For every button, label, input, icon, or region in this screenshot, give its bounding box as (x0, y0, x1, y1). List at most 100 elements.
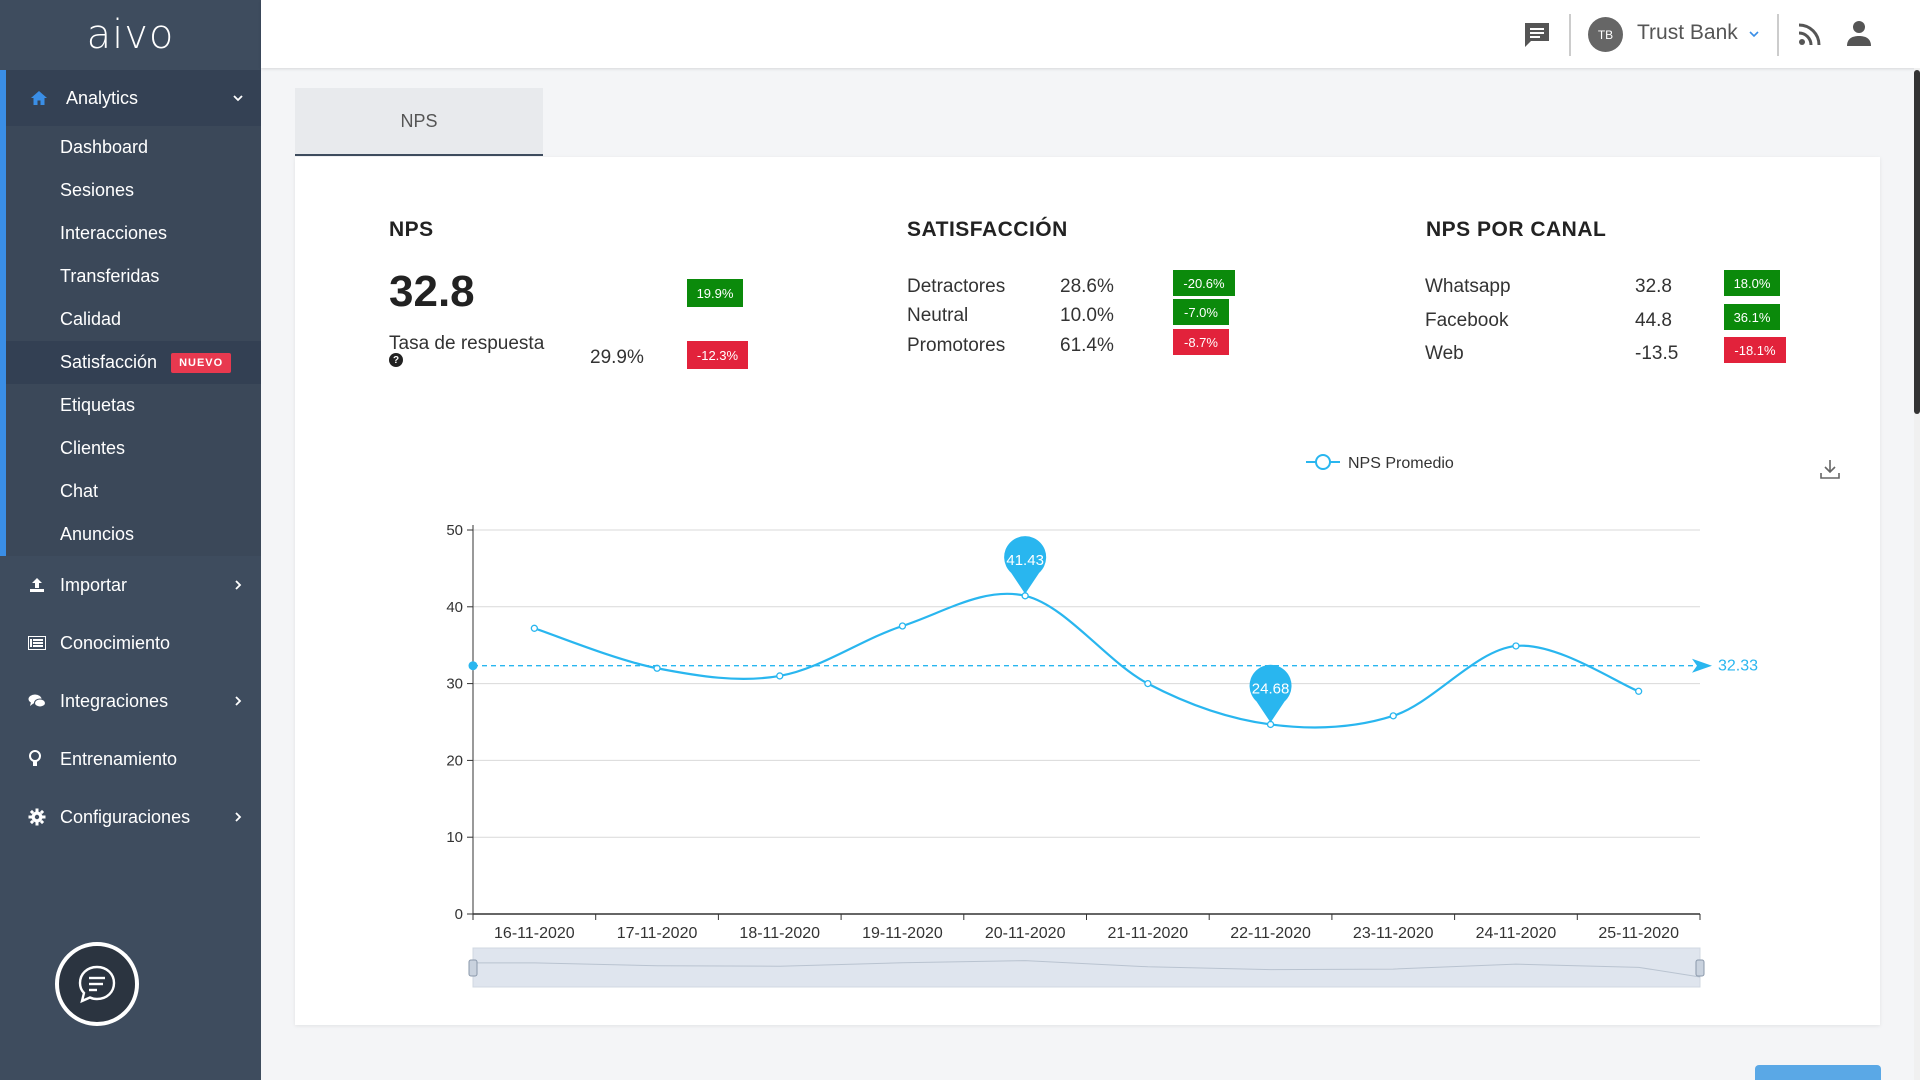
sidebar-item-configuraciones[interactable]: Configuraciones (0, 788, 261, 846)
topbar-divider (1569, 14, 1571, 56)
zoom-handle-left[interactable] (468, 959, 478, 977)
sidebar-item-chat[interactable]: Chat (6, 470, 261, 513)
zoom-handle-right[interactable] (1695, 959, 1705, 977)
satisfaction-row-label: Detractores (907, 276, 1006, 297)
x-tick-label: 25-11-2020 (1598, 925, 1679, 942)
data-zoom-slider[interactable] (472, 947, 1701, 988)
new-badge: NUEVO (171, 352, 232, 373)
rss-feed-icon[interactable] (1798, 22, 1822, 51)
user-profile-icon[interactable] (1845, 19, 1873, 52)
nps-change-badge: 19.9% (687, 279, 743, 307)
chat-icon (78, 965, 116, 1004)
channel-row-change-badge: 36.1% (1724, 304, 1780, 330)
company-name: Trust Bank (1637, 21, 1738, 44)
x-tick-label: 16-11-2020 (494, 925, 575, 942)
sidebar-item-analytics[interactable]: Analytics (6, 70, 261, 126)
sidebar-item-dashboard[interactable]: Dashboard (6, 126, 261, 169)
nps-card: NPS 32.8 19.9% Tasa de respuesta ? 29.9%… (295, 157, 1880, 1025)
series-line-nps-promedio (534, 592, 1640, 729)
satisfaction-row-value: 10.0% (1060, 305, 1114, 326)
max-pin (1004, 536, 1047, 594)
y-tick-label: 0 (455, 906, 463, 923)
satisfaction-row-label: Neutral (907, 305, 969, 326)
average-start-point (468, 661, 478, 671)
sidebar-item-entrenamiento[interactable]: Entrenamiento (0, 730, 261, 788)
satisfaction-row-value: 28.6% (1060, 276, 1114, 297)
analytics-group: Analytics Dashboard Sesiones Interacciones… (0, 70, 261, 556)
channel-row-value: 32.8 (1635, 276, 1672, 297)
sidebar-item-label: Integraciones (60, 690, 169, 711)
x-tick-label: 23-11-2020 (1353, 925, 1434, 942)
data-point[interactable] (898, 622, 907, 630)
chat-widget-button[interactable] (55, 942, 139, 1026)
scrollbar-thumb[interactable] (1914, 70, 1920, 414)
scrollbar-track[interactable] (1914, 68, 1920, 1080)
sidebar: aivo Analytics Dashboard Sesiones Interacc… (0, 0, 261, 1080)
avatar[interactable]: TB (1588, 17, 1623, 52)
data-point[interactable] (1389, 712, 1397, 720)
tab-nps[interactable]: NPS (295, 88, 543, 156)
nps-line-chart: 0 10 20 30 40 50 16-11-2020 17-11-2020 18-11-202… (446, 454, 1758, 988)
sidebar-item-label: Chat (60, 481, 99, 501)
satisfaction-row-change-badge: -7.0% (1173, 299, 1229, 325)
channel-row-label: Facebook (1425, 310, 1509, 331)
sidebar-item-label: Etiquetas (60, 395, 136, 415)
channel-row-value: -13.5 (1635, 343, 1679, 364)
chevron-down-icon (1749, 31, 1759, 38)
help-icon[interactable]: ? (389, 353, 403, 367)
sidebar-item-interacciones[interactable]: Interacciones (6, 212, 261, 255)
messages-icon[interactable] (1522, 20, 1552, 55)
satisfaction-row-change-badge: -8.7% (1173, 329, 1229, 355)
gear-icon (28, 808, 60, 826)
x-tick-label: 21-11-2020 (1108, 925, 1189, 942)
legend-swatch-marker (1315, 454, 1331, 470)
min-pin (1249, 664, 1292, 723)
sidebar-item-label: Conocimiento (60, 632, 171, 653)
x-tick-label: 17-11-2020 (617, 925, 698, 942)
data-point[interactable] (1635, 687, 1643, 695)
x-tick-label: 18-11-2020 (739, 925, 820, 942)
satisfaction-row-change-badge: -20.6% (1173, 270, 1235, 296)
sidebar-item-label: Clientes (60, 438, 126, 458)
data-point[interactable] (1144, 679, 1152, 688)
chevron-right-icon (235, 812, 242, 822)
channels-title: NPS POR CANAL (1426, 218, 1607, 241)
y-tick-label: 30 (446, 676, 463, 693)
bottom-action-button[interactable] (1755, 1065, 1881, 1080)
x-tick-label: 20-11-2020 (985, 925, 1066, 942)
data-point[interactable] (776, 672, 784, 680)
sidebar-item-anuncios[interactable]: Anuncios (6, 513, 261, 556)
satisfaction-row-label: Promotores (907, 335, 1006, 356)
sidebar-item-integraciones[interactable]: Integraciones (0, 672, 261, 730)
sidebar-item-etiquetas[interactable]: Etiquetas (6, 384, 261, 427)
legend-label[interactable]: NPS Promedio (1348, 455, 1454, 472)
sidebar-item-importar[interactable]: Importar (0, 556, 261, 614)
sidebar-item-label: Sesiones (60, 180, 135, 200)
chevron-right-icon (235, 696, 242, 706)
download-icon[interactable] (1818, 457, 1842, 486)
satisfaction-row-value: 61.4% (1060, 335, 1114, 356)
sidebar-item-satisfaccin[interactable]: Satisfacción NUEVO (6, 341, 261, 384)
company-selector[interactable]: Trust Bank (1637, 21, 1760, 45)
sidebar-item-label: Anuncios (60, 524, 135, 544)
data-point[interactable] (1512, 642, 1520, 650)
sidebar-item-sesiones[interactable]: Sesiones (6, 169, 261, 212)
sidebar-item-conocimiento[interactable]: Conocimiento (0, 614, 261, 672)
response-rate-change-badge: -12.3% (687, 341, 748, 369)
sidebar-item-label: Analytics (66, 87, 139, 108)
sidebar-item-calidad[interactable]: Calidad (6, 298, 261, 341)
nps-title: NPS (389, 218, 434, 241)
home-icon (30, 90, 66, 106)
sidebar-item-label: Interacciones (60, 223, 168, 243)
data-point[interactable] (530, 624, 539, 632)
channel-row-label: Web (1425, 343, 1464, 364)
sidebar-item-label: Importar (60, 574, 128, 595)
aivo-logo[interactable]: aivo (86, 12, 175, 58)
channel-row-label: Whatsapp (1425, 276, 1511, 297)
nps-value: 32.8 (389, 267, 475, 316)
channel-row-value: 44.8 (1635, 310, 1672, 331)
sidebar-item-clientes[interactable]: Clientes (6, 427, 261, 470)
upload-icon (28, 577, 60, 593)
sidebar-item-transferidas[interactable]: Transferidas (6, 255, 261, 298)
y-tick-label: 40 (446, 599, 463, 616)
